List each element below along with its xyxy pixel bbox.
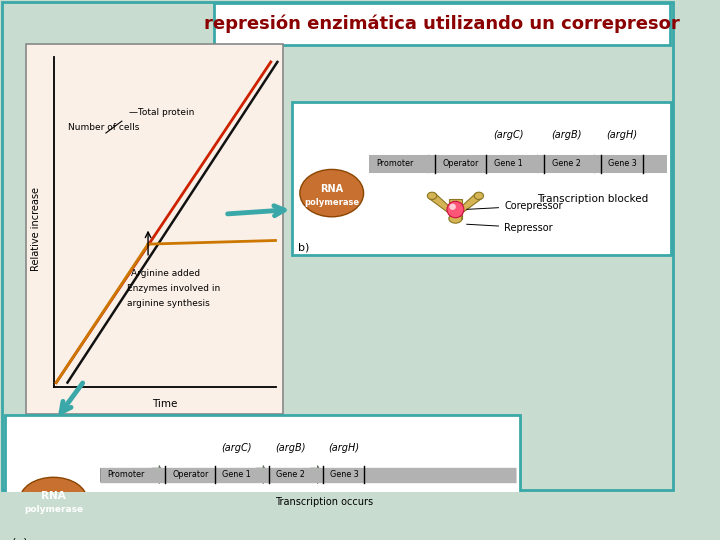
Text: RNA: RNA <box>320 185 343 194</box>
Text: (argC): (argC) <box>221 443 251 453</box>
Polygon shape <box>460 193 482 213</box>
Polygon shape <box>429 193 451 213</box>
Polygon shape <box>449 199 462 219</box>
Ellipse shape <box>161 527 171 535</box>
Text: Gene 2: Gene 2 <box>552 159 580 168</box>
Text: Enzymes involved in: Enzymes involved in <box>127 285 221 293</box>
Ellipse shape <box>19 477 87 523</box>
Text: —Total protein: —Total protein <box>130 108 194 117</box>
Ellipse shape <box>300 170 364 217</box>
Text: arginine synthesis: arginine synthesis <box>127 299 210 308</box>
Text: Gene 1: Gene 1 <box>495 159 523 168</box>
FancyBboxPatch shape <box>292 102 671 255</box>
Text: (a): (a) <box>12 538 28 540</box>
Text: RNA: RNA <box>41 491 66 502</box>
FancyBboxPatch shape <box>603 157 642 171</box>
Text: b): b) <box>298 243 310 253</box>
Text: Gene 2: Gene 2 <box>276 470 305 479</box>
Text: Transcription blocked: Transcription blocked <box>536 193 648 204</box>
Text: Repressor: Repressor <box>0 539 1 540</box>
Text: Operator: Operator <box>443 159 480 168</box>
Text: polymerase: polymerase <box>304 198 359 207</box>
Text: Gene 1: Gene 1 <box>222 470 251 479</box>
Text: (argH): (argH) <box>607 131 638 140</box>
Text: Corepressor: Corepressor <box>467 201 562 211</box>
FancyBboxPatch shape <box>325 468 363 481</box>
FancyBboxPatch shape <box>271 468 310 481</box>
Text: Promoter: Promoter <box>107 470 145 479</box>
Polygon shape <box>195 528 217 540</box>
FancyBboxPatch shape <box>217 468 256 481</box>
Text: (argB): (argB) <box>275 443 306 453</box>
FancyBboxPatch shape <box>167 468 214 481</box>
Text: (argB): (argB) <box>551 131 581 140</box>
FancyBboxPatch shape <box>100 468 152 481</box>
Polygon shape <box>184 534 197 540</box>
Text: Repressor: Repressor <box>467 222 553 233</box>
Ellipse shape <box>474 192 484 199</box>
FancyBboxPatch shape <box>369 157 420 171</box>
Polygon shape <box>420 155 434 173</box>
FancyBboxPatch shape <box>214 3 670 45</box>
FancyBboxPatch shape <box>26 44 283 415</box>
Text: Gene 3: Gene 3 <box>330 470 359 479</box>
Text: Promoter: Promoter <box>377 159 414 168</box>
Text: (argC): (argC) <box>494 131 524 140</box>
FancyBboxPatch shape <box>437 157 485 171</box>
FancyBboxPatch shape <box>2 2 672 490</box>
Ellipse shape <box>427 192 437 199</box>
Text: Relative increase: Relative increase <box>31 187 40 271</box>
Text: Gene 3: Gene 3 <box>608 159 636 168</box>
Polygon shape <box>256 465 268 484</box>
Text: Arginine added: Arginine added <box>131 269 200 278</box>
Polygon shape <box>587 155 600 173</box>
Polygon shape <box>152 465 164 484</box>
FancyBboxPatch shape <box>545 157 587 171</box>
FancyBboxPatch shape <box>5 415 520 540</box>
Ellipse shape <box>449 214 462 223</box>
Polygon shape <box>310 465 323 484</box>
Text: (argH): (argH) <box>328 443 359 453</box>
Circle shape <box>449 204 456 210</box>
FancyBboxPatch shape <box>488 157 529 171</box>
Polygon shape <box>529 155 543 173</box>
Ellipse shape <box>210 527 220 535</box>
Text: Time: Time <box>152 399 178 409</box>
Text: Operator: Operator <box>172 470 208 479</box>
Text: represión enzimática utilizando un correpresor: represión enzimática utilizando un corre… <box>204 15 680 33</box>
Text: polymerase: polymerase <box>24 505 83 514</box>
Text: Number of cells: Number of cells <box>68 123 140 132</box>
Polygon shape <box>163 528 185 540</box>
Circle shape <box>447 201 464 218</box>
Text: Transcription occurs: Transcription occurs <box>276 497 374 507</box>
